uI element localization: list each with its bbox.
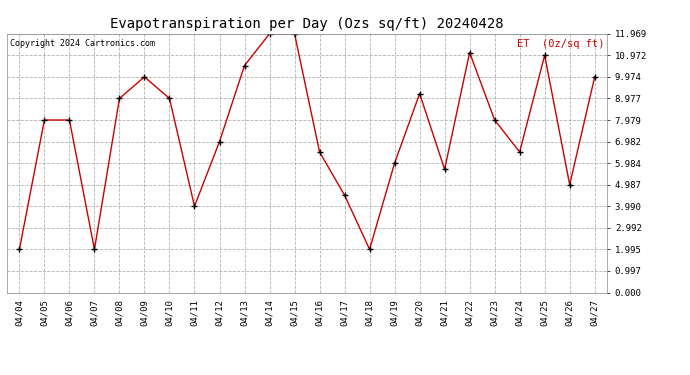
Text: Copyright 2024 Cartronics.com: Copyright 2024 Cartronics.com	[10, 39, 155, 48]
Text: ET  (0z/sq ft): ET (0z/sq ft)	[517, 39, 604, 49]
Title: Evapotranspiration per Day (Ozs sq/ft) 20240428: Evapotranspiration per Day (Ozs sq/ft) 2…	[110, 17, 504, 31]
